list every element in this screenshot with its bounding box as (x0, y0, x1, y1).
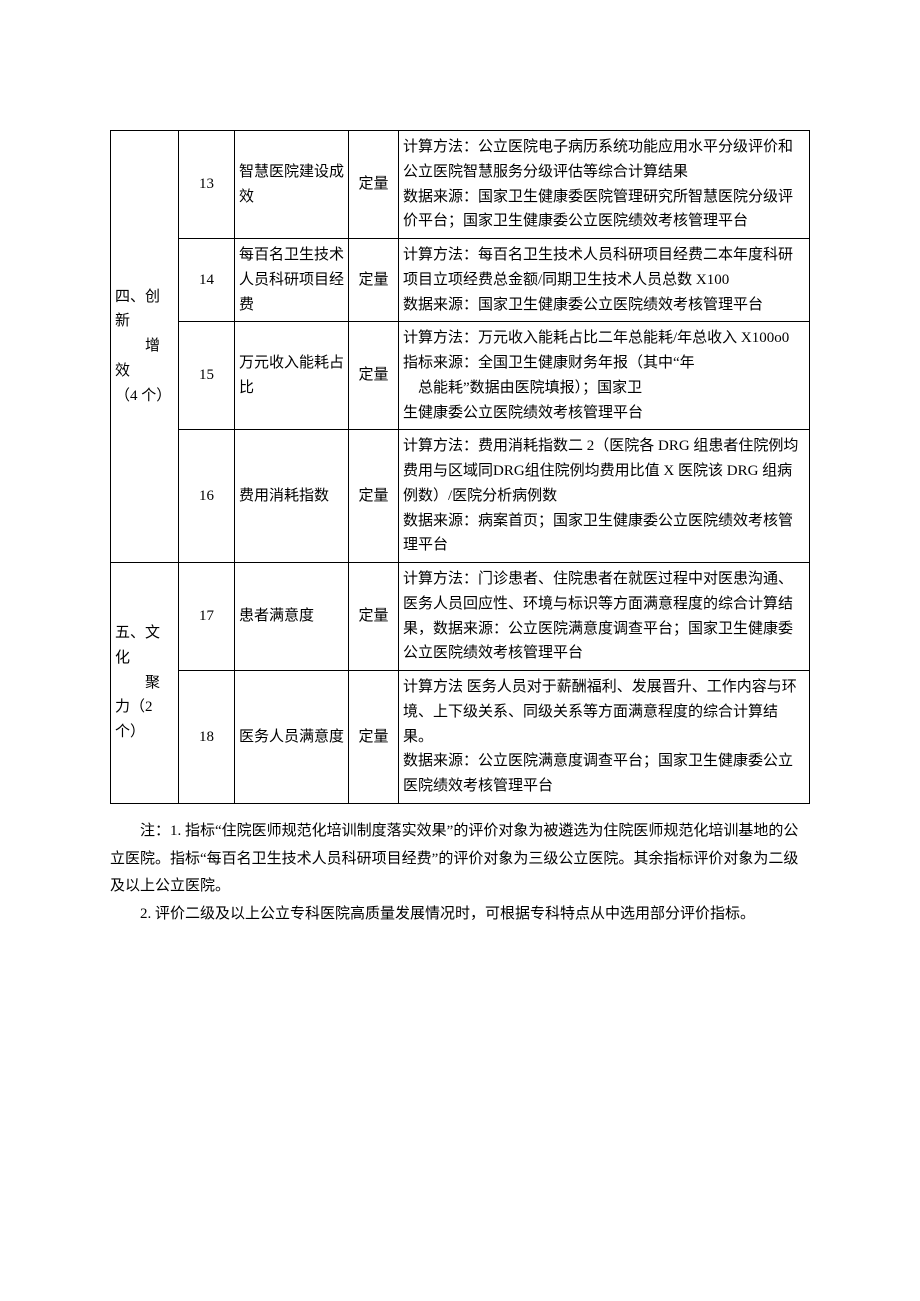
index-number: 13 (179, 131, 235, 239)
indicator-name: 智慧医院建设成效 (235, 131, 349, 239)
footnotes: 注：1. 指标“住院医师规范化培训制度落实效果”的评价对象为被遴选为住院医师规范… (110, 818, 810, 929)
category-label: 增效 (115, 338, 160, 379)
indicator-type: 定量 (349, 239, 399, 322)
category-cell: 五、文化聚力（2 个） (111, 563, 179, 804)
table-row: 16费用消耗指数定量计算方法：费用消耗指数二 2（医院各 DRG 组患者住院例均… (111, 430, 810, 563)
indicator-description: 计算方法：费用消耗指数二 2（医院各 DRG 组患者住院例均费用与区域同DRG组… (399, 430, 810, 563)
category-label: 聚力（2 (115, 675, 160, 716)
indicator-description: 计算方法：门诊患者、住院患者在就医过程中对医患沟通、医务人员回应性、环境与标识等… (399, 563, 810, 671)
indicator-name: 费用消耗指数 (235, 430, 349, 563)
table-row: 18医务人员满意度定量计算方法 医务人员对于薪酬福利、发展晋升、工作内容与环境、… (111, 671, 810, 804)
note-2: 2. 评价二级及以上公立专科医院高质量发展情况时，可根据专科特点从中选用部分评价… (110, 901, 810, 929)
index-number: 16 (179, 430, 235, 563)
indicator-name: 医务人员满意度 (235, 671, 349, 804)
category-label: 个） (115, 724, 145, 740)
indicator-description: 计算方法：每百名卫生技术人员科研项目经费二本年度科研项目立项经费总金额/同期卫生… (399, 239, 810, 322)
index-number: 17 (179, 563, 235, 671)
indicator-description: 计算方法 医务人员对于薪酬福利、发展晋升、工作内容与环境、上下级关系、同级关系等… (399, 671, 810, 804)
indicator-name: 患者满意度 (235, 563, 349, 671)
index-number: 14 (179, 239, 235, 322)
indicator-table: 四、创新增效（4 个）13智慧医院建设成效定量计算方法：公立医院电子病历系统功能… (110, 130, 810, 804)
category-label: （4 个） (115, 388, 171, 404)
category-cell: 四、创新增效 （4 个） (111, 131, 179, 563)
indicator-type: 定量 (349, 563, 399, 671)
table-row: 15万元收入能耗占比定量计算方法：万元收入能耗占比二年总能耗/年总收入 X100… (111, 322, 810, 430)
indicator-name: 每百名卫生技术人员科研项目经费 (235, 239, 349, 322)
indicator-type: 定量 (349, 322, 399, 430)
index-number: 18 (179, 671, 235, 804)
category-label: 四、创新 (115, 289, 160, 330)
index-number: 15 (179, 322, 235, 430)
category-label: 五、文化 (115, 625, 160, 666)
table-row: 四、创新增效（4 个）13智慧医院建设成效定量计算方法：公立医院电子病历系统功能… (111, 131, 810, 239)
note-1: 注：1. 指标“住院医师规范化培训制度落实效果”的评价对象为被遴选为住院医师规范… (110, 818, 810, 901)
indicator-type: 定量 (349, 671, 399, 804)
indicator-type: 定量 (349, 131, 399, 239)
indicator-description: 计算方法：万元收入能耗占比二年总能耗/年总收入 X100o0指标来源：全国卫生健… (399, 322, 810, 430)
table-row: 14每百名卫生技术人员科研项目经费定量计算方法：每百名卫生技术人员科研项目经费二… (111, 239, 810, 322)
table-row: 五、文化聚力（2个）17患者满意度定量计算方法：门诊患者、住院患者在就医过程中对… (111, 563, 810, 671)
indicator-name: 万元收入能耗占比 (235, 322, 349, 430)
indicator-description: 计算方法：公立医院电子病历系统功能应用水平分级评价和公立医院智慧服务分级评估等综… (399, 131, 810, 239)
indicator-type: 定量 (349, 430, 399, 563)
